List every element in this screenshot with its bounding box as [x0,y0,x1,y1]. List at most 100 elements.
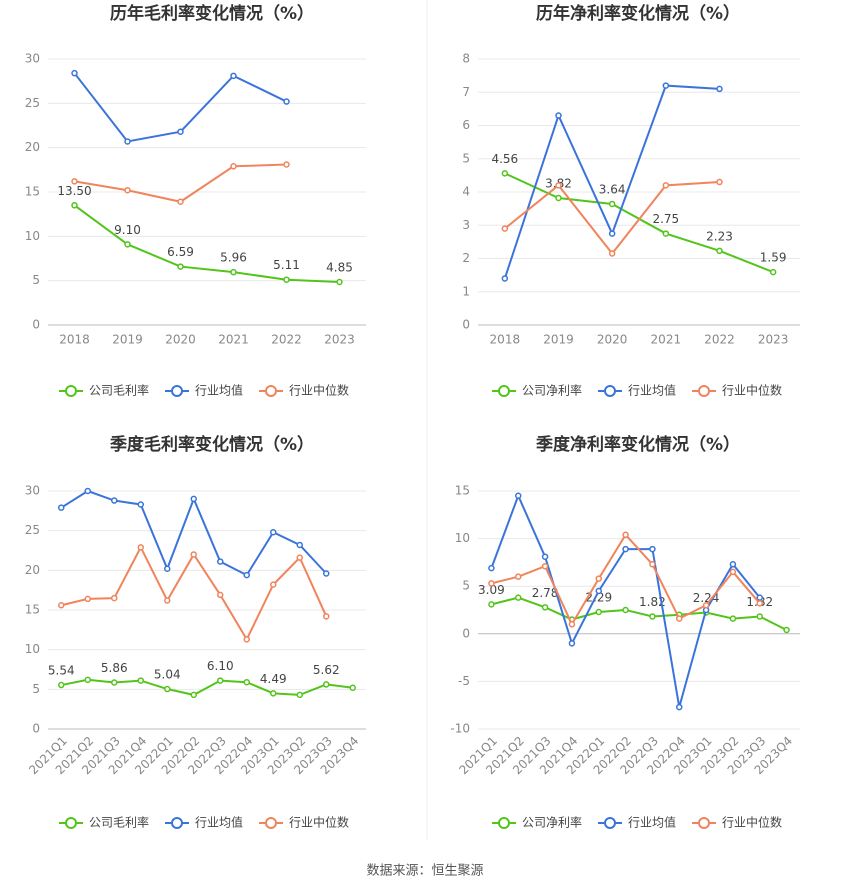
source: 数据来源：恒生聚源 [366,864,483,879]
data-label: 1.82 [639,595,666,609]
data-point [71,178,78,185]
data-point [555,194,562,202]
y-tick-label: 10 [25,642,40,656]
data-label: 13.50 [57,184,91,198]
x-tick-label: 2019 [112,333,143,347]
y-tick-label: 5 [462,579,470,593]
legend-swatch [604,817,616,829]
y-tick-label: 8 [462,52,470,66]
data-point [716,247,723,255]
y-tick-label: 15 [25,603,40,617]
x-tick-label: 2020 [597,333,628,347]
data-label: 3.09 [478,583,505,597]
data-point [217,677,224,684]
data-point [217,558,224,565]
data-point [662,230,670,237]
legend-label[interactable]: 行业均值 [195,815,243,830]
data-point [676,615,683,622]
y-tick-label: 10 [25,229,40,243]
data-point [84,595,91,603]
data-point [177,263,184,270]
series-line [60,489,327,577]
data-point [729,615,737,622]
data-point [111,594,118,602]
legend-label[interactable]: 行业中位数 [289,383,349,398]
data-label: 9.10 [114,223,141,237]
y-tick-label: 15 [455,484,470,498]
data-label: 5.04 [154,668,181,682]
legend-label[interactable]: 行业中位数 [722,383,782,398]
data-point [568,640,576,647]
y-tick-label: 30 [25,52,40,66]
data-label: 6.10 [207,659,234,673]
data-label: 5.86 [101,661,128,675]
legend-swatch [265,385,277,397]
data-point [230,163,237,170]
data-point [190,495,197,503]
data-point [488,564,495,572]
y-tick-label: 0 [462,626,470,640]
legend-label[interactable]: 行业均值 [628,815,676,830]
x-tick-label: 2019 [543,333,574,347]
data-point [283,276,290,283]
data-point [71,69,78,77]
data-point [323,681,330,688]
data-label: 2.24 [693,591,720,605]
y-tick-label: 7 [462,85,470,99]
chart-title: 季度毛利率变化情况（%） [110,434,314,455]
data-point [649,561,656,568]
data-point [756,613,763,620]
x-tick-label: 2018 [490,333,521,347]
y-tick-label: 0 [462,318,470,332]
data-point [595,575,602,582]
data-point [243,678,250,686]
data-point [323,570,330,577]
legend-swatch [604,385,616,397]
data-point [488,601,495,608]
x-tick-label: 2021 [218,333,249,347]
data-point [541,604,549,611]
legend-label[interactable]: 行业中位数 [722,815,782,830]
y-tick-label: 20 [25,140,40,154]
data-point [137,501,144,508]
legend-label[interactable]: 公司净利率 [522,815,582,830]
y-tick-label: 1 [462,284,470,298]
data-point [622,545,629,553]
y-tick-label: 10 [455,531,470,545]
legend-label[interactable]: 公司毛利率 [89,815,149,830]
data-point [270,581,277,588]
data-label: 5.96 [220,251,247,265]
legend-swatch [65,817,77,829]
data-point [296,554,303,561]
data-point [608,200,616,208]
data-point [124,138,131,145]
x-tick-label: 2018 [59,333,90,347]
data-point [783,626,790,634]
data-label: 4.56 [491,152,518,166]
data-point [501,170,509,177]
data-point [622,531,629,539]
legend-label[interactable]: 行业均值 [195,383,243,398]
x-tick-label: 2020 [165,333,196,347]
y-tick-label: 20 [25,563,40,577]
x-tick-label: 2022 [704,333,735,347]
data-point [649,545,656,553]
data-point [676,703,683,711]
y-tick-label: 25 [25,96,40,110]
data-point [164,597,171,604]
data-point [515,573,522,580]
data-point [501,225,509,232]
data-point [541,562,549,570]
legend-label[interactable]: 公司毛利率 [89,383,149,398]
x-tick-label: 2022 [271,333,302,347]
legend-label[interactable]: 公司净利率 [522,383,582,398]
legend-label[interactable]: 行业均值 [628,383,676,398]
legend-label[interactable]: 行业中位数 [289,815,349,830]
data-label: 4.49 [260,672,287,686]
y-tick-label: -5 [458,674,470,688]
data-point [702,601,710,609]
data-point [595,608,602,616]
y-tick-label: 30 [25,484,40,498]
data-label: 5.11 [273,258,300,272]
data-point [124,241,131,248]
